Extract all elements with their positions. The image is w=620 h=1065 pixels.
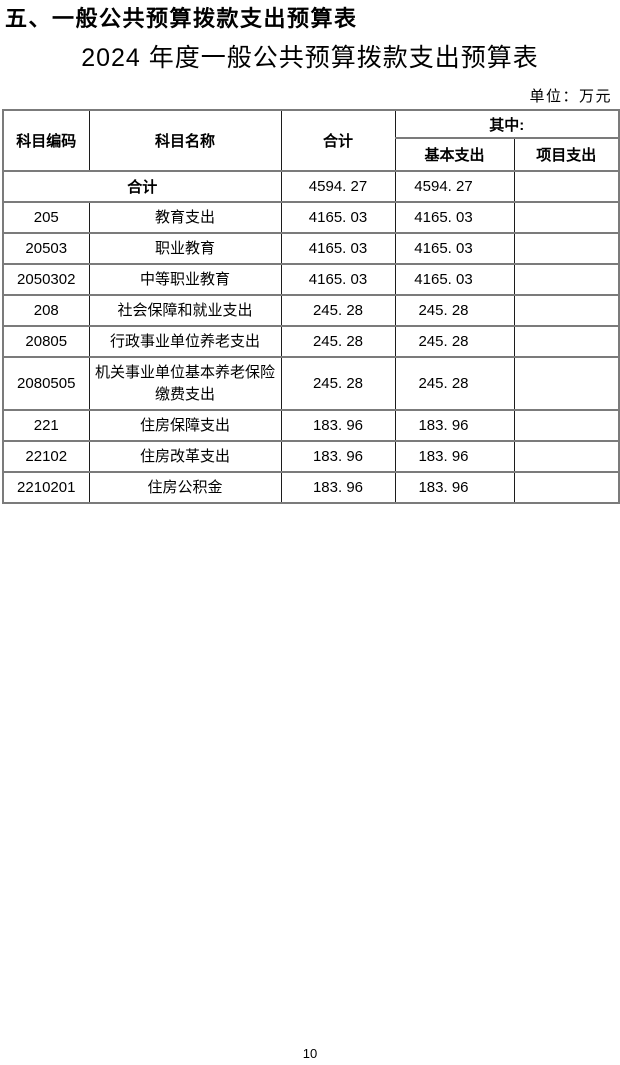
cell-total: 183. 96 [280,471,396,505]
cell-basic: 245. 28 [394,325,515,359]
cell-project [513,325,620,359]
cell-subject-code: 205 [2,201,90,235]
cell-project [513,440,620,474]
col-header-project-expenditure: 项目支出 [513,137,620,173]
col-header-of-which: 其中: [394,109,620,140]
cell-total: 183. 96 [280,409,396,443]
unit-note: 单位：万元 [529,88,612,106]
cell-basic: 4165. 03 [394,263,515,297]
cell-total: 245. 28 [280,294,396,328]
cell-subject-name: 机关事业单位基本养老保险缴费支出 [88,356,282,412]
cell-subject-name: 教育支出 [88,201,282,235]
cell-total: 245. 28 [280,325,396,359]
cell-project [513,201,620,235]
col-header-basic-expenditure: 基本支出 [394,137,515,173]
cell-total: 245. 28 [280,356,396,412]
cell-subject-code: 2050302 [2,263,90,297]
cell-project [513,471,620,505]
table-row-grand-total: 合计 4594. 27 4594. 27 [2,170,620,204]
cell-subject-code: 2080505 [2,356,90,412]
cell-project [513,263,620,297]
cell-basic: 183. 96 [394,409,515,443]
grand-total-amount: 4594. 27 [280,170,396,204]
cell-subject-code: 2210201 [2,471,90,505]
cell-project [513,356,620,412]
table-row: 208 社会保障和就业支出 245. 28 245. 28 [2,294,620,328]
cell-basic: 245. 28 [394,294,515,328]
cell-total: 4165. 03 [280,201,396,235]
cell-total: 4165. 03 [280,232,396,266]
cell-total: 4165. 03 [280,263,396,297]
cell-total: 183. 96 [280,440,396,474]
table-title: 2024 年度一般公共预算拨款支出预算表 [81,44,539,73]
header-row-2: 基本支出 项目支出 [3,137,620,173]
table-row: 205 教育支出 4165. 03 4165. 03 [2,201,620,235]
cell-subject-name: 中等职业教育 [88,263,282,297]
cell-subject-code: 20805 [2,325,90,359]
col-header-total: 合计 [280,109,396,173]
header-row-1: 科目编码 科目名称 合计 其中: [2,109,620,173]
cell-project [513,232,620,266]
table-row: 22102 住房改革支出 183. 96 183. 96 [2,440,620,474]
table-row: 2050302 中等职业教育 4165. 03 4165. 03 [2,263,620,297]
cell-subject-name: 行政事业单位养老支出 [88,325,282,359]
cell-project [513,409,620,443]
cell-subject-code: 20503 [2,232,90,266]
table-row: 2210201 住房公积金 183. 96 183. 96 [2,471,620,505]
cell-basic: 183. 96 [394,471,515,505]
cell-subject-name: 职业教育 [88,232,282,266]
table-row: 20805 行政事业单位养老支出 245. 28 245. 28 [2,325,620,359]
cell-subject-name: 住房保障支出 [88,409,282,443]
cell-subject-name: 住房公积金 [88,471,282,505]
cell-subject-name: 社会保障和就业支出 [88,294,282,328]
table-row: 2080505 机关事业单位基本养老保险缴费支出 245. 28 245. 28 [2,356,620,412]
cell-subject-code: 221 [2,409,90,443]
cell-subject-name: 住房改革支出 [88,440,282,474]
cell-project [513,294,620,328]
table-row: 20503 职业教育 4165. 03 4165. 03 [2,232,620,266]
cell-subject-code: 22102 [2,440,90,474]
grand-total-project [513,170,620,204]
col-header-subject-name: 科目名称 [88,109,282,173]
cell-basic: 4165. 03 [394,201,515,235]
cell-basic: 183. 96 [394,440,515,474]
budget-table: 科目编码 科目名称 合计 其中: 基本支出 项目支出 合计 4594. 27 4… [2,109,620,505]
cell-basic: 245. 28 [394,356,515,412]
grand-total-basic: 4594. 27 [394,170,515,204]
page-number: 10 [302,1046,318,1061]
section-title: 五、一般公共预算拨款支出预算表 [5,6,358,31]
grand-total-label: 合计 [2,170,282,204]
col-header-subject-code: 科目编码 [2,109,90,173]
table-row: 221 住房保障支出 183. 96 183. 96 [2,409,620,443]
cell-basic: 4165. 03 [394,232,515,266]
cell-subject-code: 208 [2,294,90,328]
document-page: 五、一般公共预算拨款支出预算表 2024 年度一般公共预算拨款支出预算表 单位：… [0,6,620,1061]
